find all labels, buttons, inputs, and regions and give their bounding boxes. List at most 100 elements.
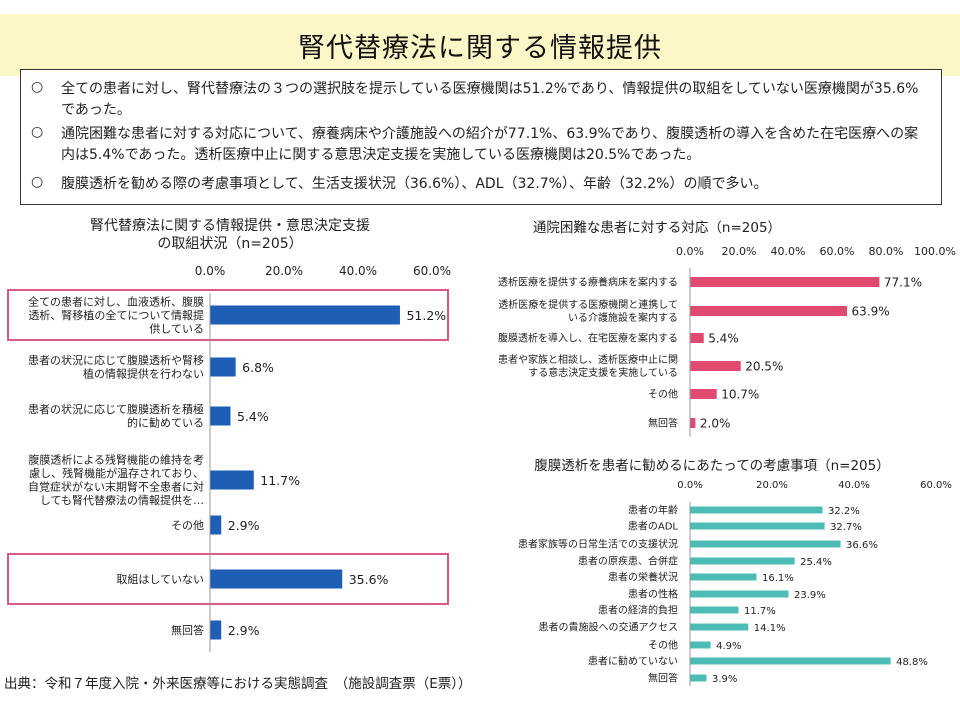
value-label: 4.9% [716, 641, 741, 652]
category-label: 患者の貴施設への交通アクセス [539, 621, 679, 634]
category-label: 全ての患者に対し、血液透析、腹膜透析、腎移植の全てについて情報提供している [28, 294, 204, 335]
value-label: 14.1% [754, 623, 786, 634]
bar [210, 569, 343, 589]
value-label: 6.8% [242, 360, 274, 375]
bar [690, 333, 704, 343]
bar [210, 305, 400, 325]
value-label: 5.4% [237, 409, 269, 424]
tick-label: 20.0% [265, 264, 303, 278]
summary-bullet: ○ [31, 79, 44, 95]
bar [690, 573, 757, 581]
category-label: 腹膜透析による残腎機能の維持を考慮し、残腎機能が温存されており、自覚症状がない末… [28, 453, 204, 508]
bar [210, 357, 236, 377]
chart-difficult-access: 通院困難な患者に対する対応（n=205） 0.0% 20.0% 40.0% 60.0% 8… [498, 220, 956, 437]
bar [690, 606, 739, 614]
value-label: 23.9% [794, 590, 826, 601]
tick-label: 80.0% [869, 245, 904, 258]
bar [690, 641, 711, 649]
value-label: 63.9% [852, 305, 890, 319]
category-label: その他 [648, 388, 678, 401]
title-banner [0, 14, 960, 76]
bar [210, 620, 222, 640]
category-label: 患者の状況に応じて腹膜透析や腎移植の情報提供を行わない [28, 353, 204, 381]
bar [690, 506, 823, 514]
tick-label: 20.0% [756, 480, 788, 491]
category-label: 患者の性格 [628, 588, 678, 601]
value-label: 35.6% [349, 572, 389, 587]
tick-label: 60.0% [413, 264, 451, 278]
category-label: 透析医療を提供する療養病床を案内する [498, 276, 678, 289]
tick-label: 40.0% [771, 245, 806, 258]
tick-label: 100.0% [914, 245, 956, 258]
value-label: 77.1% [884, 276, 922, 290]
bar [690, 657, 891, 665]
page-title: 腎代替療法に関する情報提供 [298, 33, 662, 64]
category-label: 患者の経済的負担 [598, 604, 678, 617]
bar [690, 522, 825, 530]
tick-label: 20.0% [722, 245, 757, 258]
category-label: 患者に勧めていない [588, 655, 678, 668]
summary-bullet: ○ [31, 174, 44, 190]
value-label: 16.1% [762, 573, 794, 584]
tick-label: 0.0% [195, 264, 226, 278]
chart-title: 腎代替療法に関する情報提供・意思決定支援の取組状況（n=205） [90, 217, 370, 252]
chart-pd-considerations: 腹膜透析を患者に勧めるにあたっての考慮事項（n=205） 0.0% 20.0% 40.… [518, 457, 952, 686]
category-label: 腹膜透析を導入し、在宅医療を案内する [498, 332, 678, 345]
bar [690, 590, 789, 598]
category-label: 患者や家族と相談し、透析医療中止に関する意志決定支援を実施している [498, 353, 678, 379]
bar [690, 557, 795, 565]
category-label: 無回答 [648, 417, 678, 430]
tick-label: 40.0% [339, 264, 377, 278]
chart-title: 腹膜透析を患者に勧めるにあたっての考慮事項（n=205） [534, 457, 889, 474]
bar [690, 361, 741, 371]
value-label: 32.7% [830, 522, 862, 533]
value-label: 11.7% [260, 473, 300, 488]
value-label: 32.2% [828, 506, 860, 517]
value-label: 25.4% [800, 557, 832, 568]
category-label: 無回答 [648, 672, 678, 685]
value-label: 2.9% [228, 518, 260, 533]
bar [690, 540, 841, 548]
summary-box: ○ 全ての患者に対し、腎代替療法の３つの選択肢を提示している医療機関は51.2%… [20, 69, 942, 205]
value-label: 5.4% [708, 332, 739, 346]
bar [210, 406, 231, 426]
summary-text-3: 腹膜透析を勧める際の考慮事項として、生活支援状況（36.6%）、ADL（32.7… [61, 176, 768, 192]
category-label: その他 [648, 639, 678, 652]
tick-label: 40.0% [838, 480, 870, 491]
bar [690, 389, 717, 399]
value-label: 20.5% [745, 360, 783, 374]
bar [690, 306, 848, 316]
value-label: 11.7% [744, 606, 776, 617]
summary-text-1: 全ての患者に対し、腎代替療法の３つの選択肢を提示している医療機関は51.2%であ… [61, 81, 919, 118]
bar [690, 418, 696, 428]
category-label: その他 [171, 519, 204, 532]
source-footer: 出典：令和７年度入院・外来医療等における実態調査 （施設調査票（E票）） [4, 676, 472, 692]
value-label: 51.2% [406, 308, 446, 323]
category-label: 透析医療を提供する医療機関と連携している介護施設を案内する [498, 298, 678, 324]
summary-text-2: 通院困難な患者に対する対応について、療養病床や介護施設への紹介が77.1%、63… [61, 126, 919, 163]
value-label: 36.6% [846, 540, 878, 551]
category-label: 患者家族等の日常生活での支援状況 [518, 538, 678, 551]
bar [690, 674, 707, 682]
tick-label: 0.0% [676, 245, 704, 258]
chart-title: 通院困難な患者に対する対応（n=205） [533, 220, 781, 236]
chart-info-provision: 腎代替療法に関する情報提供・意思決定支援の取組状況（n=205） 0.0% 20.0… [7, 217, 451, 652]
value-label: 2.0% [700, 417, 731, 431]
bar [690, 277, 880, 287]
category-label: 患者の原疾患、合併症 [578, 555, 678, 568]
category-label: 患者の栄養状況 [608, 571, 678, 584]
highlight-frame [7, 289, 449, 341]
tick-label: 60.0% [920, 480, 952, 491]
bar [210, 470, 254, 490]
tick-label: 60.0% [820, 245, 855, 258]
bar [690, 623, 749, 631]
tick-label: 0.0% [677, 480, 702, 491]
value-label: 3.9% [712, 674, 737, 685]
category-label: 患者の状況に応じて腹膜透析を積極的に勧めている [28, 402, 204, 430]
value-label: 10.7% [721, 388, 759, 402]
category-label: 患者の年齢 [628, 504, 678, 517]
category-label: 取組はしていない [116, 573, 204, 586]
value-label: 2.9% [228, 623, 260, 638]
bar [210, 515, 222, 535]
highlight-frame [7, 553, 449, 605]
